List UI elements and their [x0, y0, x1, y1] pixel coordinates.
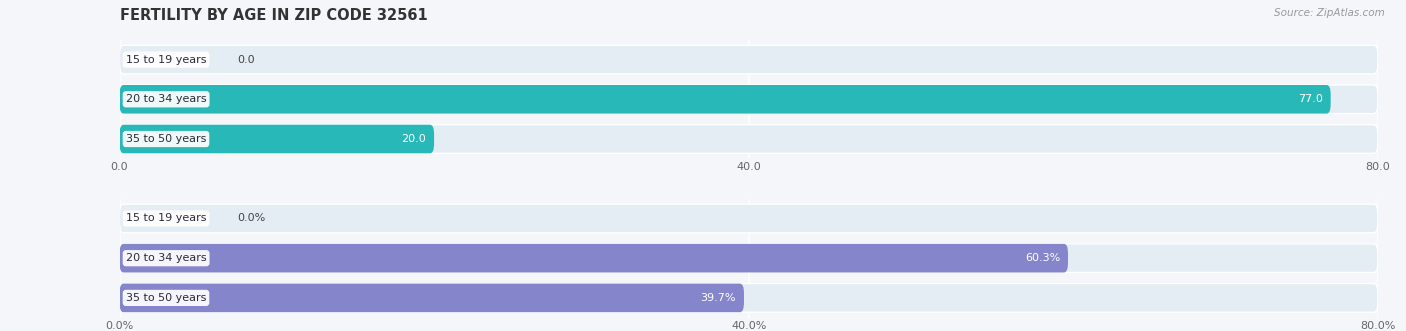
Text: 0.0%: 0.0% [238, 213, 266, 223]
Text: 20 to 34 years: 20 to 34 years [125, 253, 207, 263]
Text: 35 to 50 years: 35 to 50 years [125, 293, 207, 303]
Text: FERTILITY BY AGE IN ZIP CODE 32561: FERTILITY BY AGE IN ZIP CODE 32561 [120, 8, 427, 23]
Text: 35 to 50 years: 35 to 50 years [125, 134, 207, 144]
Text: 20.0: 20.0 [402, 134, 426, 144]
Text: 15 to 19 years: 15 to 19 years [125, 213, 207, 223]
FancyBboxPatch shape [120, 125, 1378, 153]
FancyBboxPatch shape [120, 85, 1330, 114]
Text: Source: ZipAtlas.com: Source: ZipAtlas.com [1274, 8, 1385, 18]
FancyBboxPatch shape [120, 85, 1378, 114]
FancyBboxPatch shape [120, 45, 1378, 74]
Text: 77.0: 77.0 [1298, 94, 1323, 104]
FancyBboxPatch shape [120, 284, 744, 312]
Text: 20 to 34 years: 20 to 34 years [125, 94, 207, 104]
Text: 15 to 19 years: 15 to 19 years [125, 55, 207, 65]
FancyBboxPatch shape [120, 244, 1378, 272]
Text: 0.0: 0.0 [238, 55, 254, 65]
Text: 39.7%: 39.7% [700, 293, 737, 303]
Text: 60.3%: 60.3% [1025, 253, 1060, 263]
FancyBboxPatch shape [120, 204, 1378, 233]
FancyBboxPatch shape [120, 125, 434, 153]
FancyBboxPatch shape [120, 244, 1069, 272]
FancyBboxPatch shape [120, 284, 1378, 312]
